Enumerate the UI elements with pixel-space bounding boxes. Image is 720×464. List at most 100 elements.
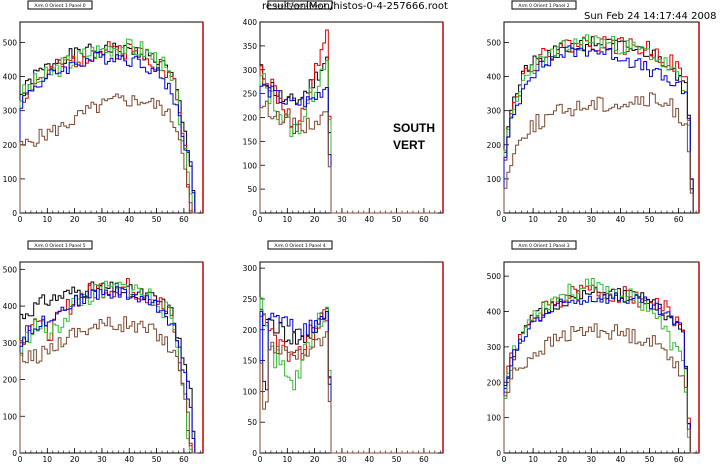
series-blue <box>503 45 694 213</box>
series-black <box>259 56 438 214</box>
series-blue <box>503 292 694 454</box>
y-tick-label: 200 <box>487 378 502 387</box>
x-tick-label: 30 <box>337 215 347 224</box>
y-tick-label: 350 <box>243 42 258 51</box>
series-red <box>19 278 198 454</box>
series-blue <box>19 51 198 214</box>
y-tick-label: 100 <box>487 414 502 423</box>
y-tick-label: 300 <box>3 339 18 348</box>
x-tick-label: 60 <box>674 455 684 464</box>
series-brown <box>259 331 438 454</box>
series-red <box>503 284 694 454</box>
series-red <box>259 309 438 454</box>
y-tick-label: 100 <box>243 387 258 396</box>
y-tick-label: 50 <box>247 185 257 194</box>
x-tick-label: 20 <box>557 455 567 464</box>
x-tick-label: 30 <box>587 455 597 464</box>
panel-title-tab: Arm 0 Orient 1 Panel 5 <box>27 240 93 250</box>
series-brown <box>259 100 438 214</box>
y-tick-label: 0 <box>12 449 17 458</box>
x-tick-label: 30 <box>97 455 107 464</box>
south-label: SOUTH <box>393 121 435 135</box>
panel-title: Arm 0 Orient 1 Panel 3 <box>518 243 569 249</box>
x-tick-label: 40 <box>364 455 374 464</box>
series-red <box>503 36 694 213</box>
x-tick-label: 0 <box>18 455 23 464</box>
panel-title: Arm 0 Orient 1 Panel 4 <box>274 243 325 249</box>
y-tick-label: 200 <box>3 141 18 150</box>
y-tick-label: 400 <box>243 18 258 27</box>
x-tick-label: 40 <box>616 455 626 464</box>
title-box <box>27 240 93 250</box>
series-green <box>19 280 198 454</box>
y-tick-label: 300 <box>487 107 502 116</box>
x-tick-label: 20 <box>310 215 320 224</box>
x-tick-label: 60 <box>179 455 189 464</box>
vert-label: VERT <box>393 138 426 152</box>
series-green <box>259 297 438 454</box>
x-tick-label: 50 <box>152 455 162 464</box>
x-tick-label: 10 <box>528 215 538 224</box>
x-tick-label: 60 <box>419 215 429 224</box>
x-tick-label: 0 <box>258 455 263 464</box>
x-tick-label: 0 <box>502 215 507 224</box>
x-tick-label: 10 <box>283 455 293 464</box>
y-tick-label: 0 <box>12 209 17 218</box>
file-label: result/onlMon/histos-0-4-257666.root <box>262 1 448 12</box>
y-tick-label: 150 <box>243 357 258 366</box>
x-tick-label: 40 <box>124 215 134 224</box>
y-tick-label: 200 <box>243 326 258 335</box>
y-tick-label: 0 <box>252 209 257 218</box>
title-box <box>511 240 577 250</box>
x-tick-label: 50 <box>152 215 162 224</box>
panel-title: Arm 0 Orient 1 Panel 5 <box>34 243 85 249</box>
x-tick-label: 60 <box>179 215 189 224</box>
y-tick-label: 250 <box>243 90 258 99</box>
x-tick-label: 30 <box>587 215 597 224</box>
y-tick-label: 300 <box>487 343 502 352</box>
x-tick-label: 10 <box>283 215 293 224</box>
panel-title: Arm 0 Orient 1 Panel 0 <box>34 3 85 9</box>
y-tick-label: 0 <box>496 209 501 218</box>
series-brown <box>503 323 694 454</box>
histogram-panel-0: Arm 0 Orient 1 Panel 0 0 10 20 30 40 50 60 0 100 2… <box>3 0 204 224</box>
histogram-panel-3: Arm 0 Orient 1 Panel 5 0 10 20 30 40 50 60 0 100 2… <box>3 240 204 464</box>
panel-title-tab: Arm 0 Orient 1 Panel 2 <box>511 0 577 10</box>
y-tick-label: 100 <box>243 161 258 170</box>
x-tick-label: 30 <box>337 455 347 464</box>
series-green <box>503 278 694 454</box>
y-tick-label: 100 <box>3 175 18 184</box>
series-green <box>503 34 694 213</box>
x-tick-label: 30 <box>97 215 107 224</box>
x-tick-label: 50 <box>645 215 655 224</box>
x-tick-label: 10 <box>43 455 53 464</box>
plot-frame <box>19 261 204 454</box>
series-black <box>259 307 438 454</box>
series-blue <box>259 310 438 454</box>
series-black <box>19 281 198 454</box>
y-tick-label: 50 <box>247 418 257 427</box>
y-tick-label: 400 <box>487 73 502 82</box>
panel-title-tab: Arm 0 Orient 1 Panel 1 <box>267 0 333 10</box>
histogram-panel-4: Arm 0 Orient 1 Panel 4 0 10 20 30 40 50 60 0 50 10… <box>243 240 444 464</box>
x-tick-label: 50 <box>645 455 655 464</box>
panel-title: Arm 0 Orient 1 Panel 1 <box>274 3 325 9</box>
panel-title: Arm 0 Orient 1 Panel 2 <box>518 3 569 9</box>
x-tick-label: 50 <box>392 215 402 224</box>
series-brown <box>503 92 694 213</box>
histogram-panel-1: Arm 0 Orient 1 Panel 1 0 10 20 30 40 50 60 0 50 10… <box>243 0 444 224</box>
y-tick-label: 0 <box>496 449 501 458</box>
x-tick-label: 20 <box>557 215 567 224</box>
y-tick-label: 300 <box>243 66 258 75</box>
y-tick-label: 500 <box>3 265 18 274</box>
plot-frame <box>19 21 204 214</box>
y-tick-label: 400 <box>3 73 18 82</box>
panel-title-tab: Arm 0 Orient 1 Panel 4 <box>267 240 333 250</box>
x-tick-label: 20 <box>70 215 80 224</box>
histogram-panel-2: Arm 0 Orient 1 Panel 2 0 10 20 30 40 50 60 0 100 2… <box>487 0 700 224</box>
title-box <box>267 240 333 250</box>
x-tick-label: 20 <box>310 455 320 464</box>
x-tick-label: 60 <box>419 455 429 464</box>
title-box <box>511 0 577 10</box>
